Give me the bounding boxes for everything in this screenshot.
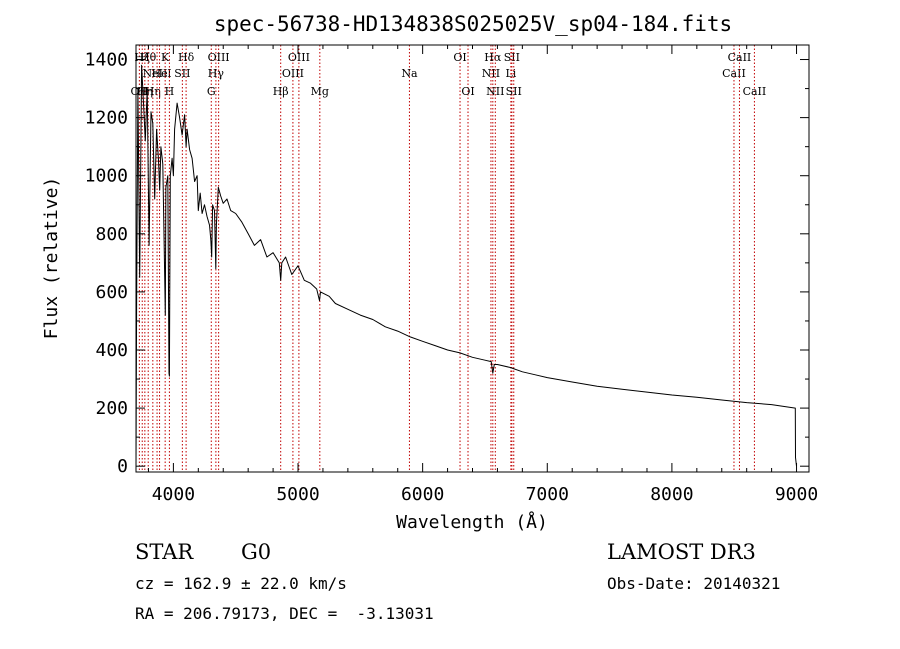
line-marker-label: Mg [311,85,329,98]
chart-title: spec-56738-HD134838S025025V_sp04-184.fit… [214,12,732,36]
redshift-value: cz = 162.9 ± 22.0 km/s [135,574,347,593]
x-tick-label: 5000 [276,484,319,505]
line-marker-label: OI [453,51,466,64]
line-marker-label: Hη [137,85,153,98]
x-tick-label: 7000 [526,484,569,505]
line-marker-label: K [161,51,170,64]
line-marker-label: SII [504,51,520,64]
line-marker-label: NII [486,85,504,98]
line-marker-label: OI [461,85,474,98]
x-axis: 4000 5000 6000 7000 8000 9000 [147,45,818,505]
y-axis: 0 200 400 600 800 1000 1200 1400 [85,50,809,477]
line-marker-label: OII [131,85,149,98]
line-marker-label: NII [482,67,500,80]
y-tick-label: 0 [117,456,128,477]
sky-coordinates: RA = 206.79173, DEC = -3.13031 [135,604,434,623]
x-axis-label: Wavelength (Å) [396,511,548,533]
y-tick-label: 200 [95,398,128,419]
x-tick-label: 4000 [152,484,195,505]
line-marker-label: SII [506,85,522,98]
spectral-line-markers: OIIHξHηHθHηNeIIIHeKHSIIHδGHγOIIIHβOIIIOI… [131,45,767,472]
line-marker-label: G [207,85,216,98]
x-tick-label: 8000 [650,484,693,505]
flux-line [135,64,797,470]
line-marker-label: OIII [282,67,304,80]
line-marker-label: OIII [208,51,230,64]
spectrum-chart: spec-56738-HD134838S025025V_sp04-184.fit… [41,12,818,533]
line-marker-label: CaII [722,67,746,80]
line-marker-label: Na [401,67,418,80]
object-class: STAR [135,540,194,564]
y-tick-label: 1000 [85,166,128,187]
line-marker-label: Hβ [273,85,289,98]
line-marker-label: Hθ [140,51,157,64]
plot-frame [135,44,810,473]
line-marker-label: H [165,85,175,98]
survey-name: LAMOST DR3 [607,540,756,564]
line-marker-label: CaII [743,85,767,98]
line-marker-label: CaII [728,51,752,64]
observation-date: Obs-Date: 20140321 [607,574,781,593]
x-tick-label: 6000 [401,484,444,505]
line-marker-label: Hξ [134,51,150,64]
line-marker-label: OIII [288,51,310,64]
y-tick-label: 800 [95,224,128,245]
spectrum-series [135,64,797,470]
y-tick-label: 1400 [85,50,128,71]
y-tick-label: 400 [95,340,128,361]
line-marker-label: He [152,67,168,80]
line-marker-label: Hγ [208,67,225,80]
line-marker-label: Hα [484,51,502,64]
x-tick-label: 9000 [775,484,818,505]
y-tick-label: 1200 [85,108,128,129]
y-axis-label: Flux (relative) [41,177,62,340]
line-marker-label: SII [174,67,190,80]
spectral-subclass: G0 [241,540,272,564]
line-marker-label: Li [505,67,516,80]
line-marker-label: Hδ [178,51,195,64]
y-tick-label: 600 [95,282,128,303]
line-marker-label: NeIII [142,67,171,80]
